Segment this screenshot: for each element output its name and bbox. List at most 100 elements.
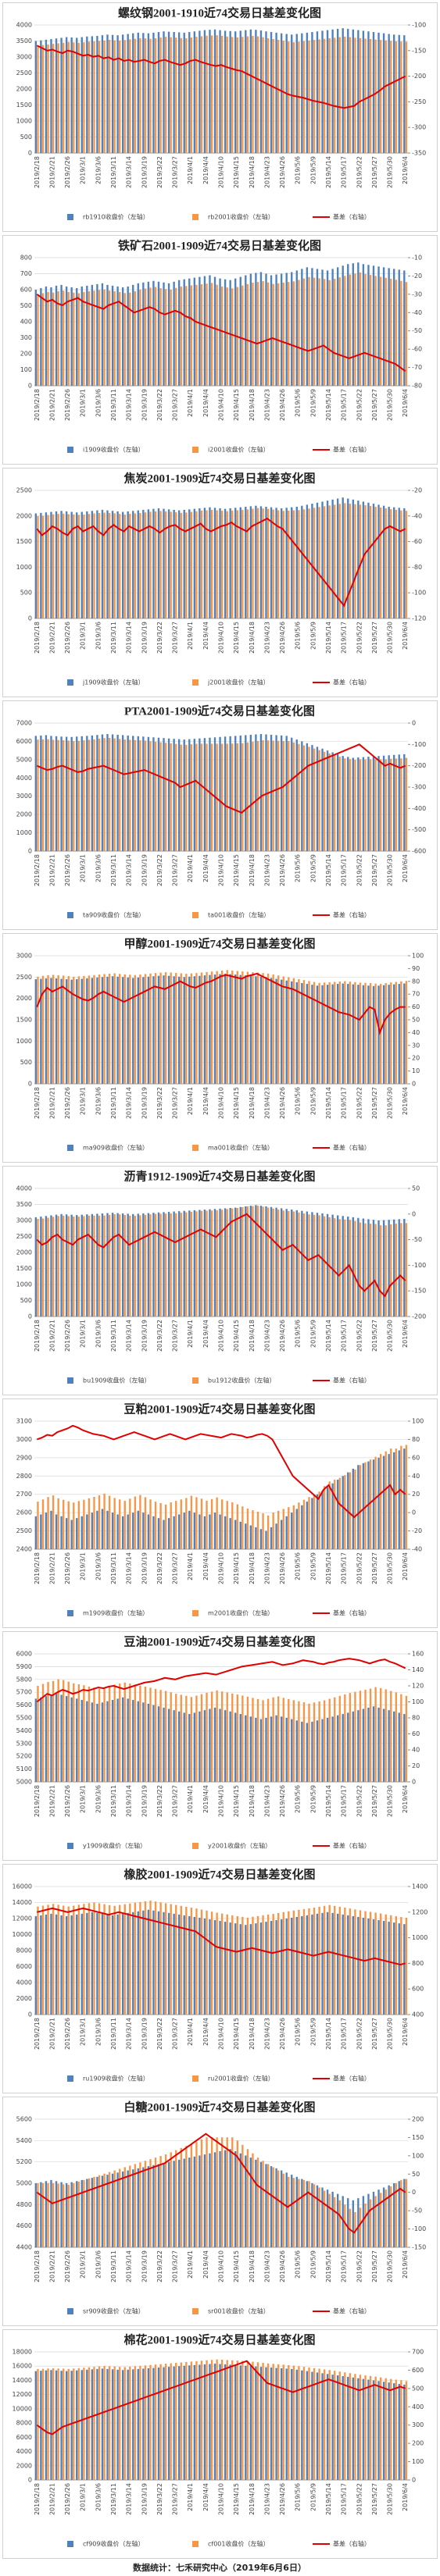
bar [40, 40, 42, 154]
x-tick-label: 2019/3/6 [95, 389, 102, 417]
bar [344, 758, 346, 851]
bar [395, 2183, 397, 2247]
bar [301, 1721, 303, 1782]
bar [379, 1687, 382, 1782]
bar [285, 2172, 288, 2247]
bar [173, 1211, 175, 1317]
bar [377, 985, 380, 1084]
bar [349, 504, 352, 618]
bar [280, 273, 283, 386]
bar [318, 2368, 320, 2480]
bar [123, 1501, 126, 1549]
legend-label: ru2001收盘价（左轴） [208, 2075, 274, 2083]
y-tick-label: 4000 [16, 775, 32, 782]
bar [213, 2152, 216, 2247]
bar [256, 1915, 259, 2015]
bar [173, 2366, 175, 2480]
bar [331, 1214, 334, 1317]
bar [180, 1694, 182, 1782]
bar [349, 37, 352, 153]
bar [323, 2369, 326, 2480]
bar [137, 977, 139, 1084]
bar [239, 507, 241, 618]
bar [188, 2157, 191, 2247]
bar [154, 1688, 157, 1782]
bar [134, 513, 137, 618]
bar [185, 1498, 188, 1549]
bar [167, 1912, 170, 2015]
bar [280, 979, 283, 1084]
bar [132, 284, 134, 386]
bar [256, 2157, 259, 2247]
legend-swatch [192, 1610, 199, 1616]
bar [226, 1209, 228, 1317]
y-tick-label: 6000 [16, 738, 32, 745]
bar [288, 1911, 290, 2015]
x-tick-label: 2019/5/30 [387, 622, 394, 654]
y2-tick-label: 40 [412, 1473, 420, 1480]
bar [405, 2381, 408, 2480]
bar [331, 752, 334, 851]
bar [377, 504, 380, 618]
chart-title: 棉花2001-1909近74交易日基差变化图 [124, 2332, 316, 2346]
bar [83, 740, 85, 851]
bar [86, 1214, 88, 1317]
bar [185, 512, 188, 618]
basis-line [36, 45, 406, 109]
bar [245, 2155, 247, 2247]
bar [195, 1695, 198, 1782]
x-tick-label: 2019/3/1 [80, 1087, 87, 1115]
bar [77, 1217, 80, 1317]
bar [352, 757, 354, 851]
x-tick-label: 2019/5/17 [341, 2018, 348, 2050]
bar [390, 279, 392, 386]
x-tick-label: 2019/4/15 [233, 2018, 240, 2050]
bar [127, 2369, 129, 2480]
x-tick-label: 2019/5/9 [309, 1320, 317, 1348]
x-tick-label: 2019/5/9 [309, 156, 317, 184]
bar [103, 512, 106, 618]
bar [154, 1502, 157, 1549]
bar [157, 1212, 160, 1317]
bar [34, 1516, 38, 1549]
legend-label: 基差（右轴） [333, 446, 370, 454]
y-tick-label: 3500 [16, 37, 32, 45]
bar [405, 2179, 408, 2247]
bar [67, 41, 70, 154]
bar [352, 2377, 354, 2480]
bar [338, 2200, 341, 2247]
legend-label: bu1909收盘价（左轴） [83, 1377, 151, 1384]
bar [224, 30, 227, 153]
bar [88, 1215, 91, 1317]
bar [41, 1683, 45, 1782]
bar [180, 2147, 182, 2247]
bar [295, 1509, 298, 1549]
x-tick-label: 2019/3/27 [172, 389, 179, 421]
y-tick-label: 14000 [13, 1899, 32, 1906]
bar [277, 2364, 280, 2480]
bar [234, 1207, 237, 1317]
bar [362, 501, 365, 618]
bar [65, 1518, 68, 1549]
bar [393, 1711, 395, 1782]
x-tick-label: 2019/4/26 [279, 2250, 286, 2282]
bar [326, 1487, 329, 1549]
bar [96, 1510, 98, 1549]
bar [139, 1215, 141, 1317]
bar [129, 1498, 131, 1549]
bar [86, 2179, 88, 2247]
y-tick-label: 2500 [16, 1527, 32, 1534]
bar [352, 499, 354, 618]
bar [137, 510, 139, 618]
legend-label: 基差（右轴） [333, 1609, 370, 1617]
bar [185, 1906, 188, 2015]
bar [34, 736, 38, 851]
y-tick-label: 6000 [16, 1963, 32, 1970]
bar [321, 1912, 324, 2015]
bar [246, 509, 249, 618]
bar [295, 739, 298, 851]
bar [367, 1919, 370, 2015]
bar [183, 32, 185, 154]
bar [106, 284, 109, 386]
bar [292, 2178, 295, 2247]
